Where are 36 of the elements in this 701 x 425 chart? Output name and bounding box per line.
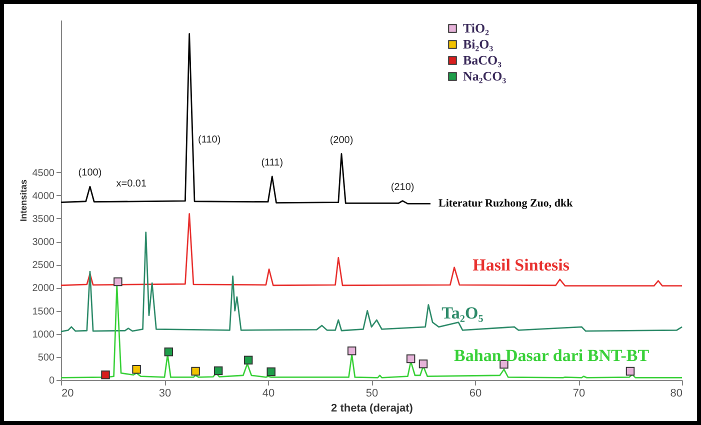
y-tick-label: 1000 [32,329,55,340]
line-series [60,33,432,204]
series-label: Bahan Dasar dari BNT-BT [454,346,650,366]
series-label: Hasil Sintesis [472,256,570,275]
x-tick-label: 70 [572,388,586,400]
y-tick-label: 2500 [32,260,55,272]
annotation: (200) [330,134,354,146]
x-tick-label: 60 [469,388,482,400]
y-axis-title: Intensitas [18,179,28,222]
annotation: (100) [78,168,102,179]
x-tick-label: 50 [366,388,378,400]
legend-label: Bi₂O₃ [463,36,494,52]
x-axis-title: 2 theta (derajat) [331,402,414,414]
y-tick-label: 500 [38,352,55,364]
y-tick-label: 3500 [32,214,55,225]
y-tick-label: 2000 [32,283,55,294]
x-tick-label: 30 [158,388,172,400]
x-tick-label: 80 [670,388,682,400]
y-tick-label: 4500 [32,168,55,179]
y-tick-label: 0 [48,376,55,386]
legend-label: TiO₂ [463,20,490,36]
series-label: Literatur Ruzhong Zuo, dkk [438,198,574,210]
legend-label: Na₂CO₃ [463,68,506,84]
line-series [60,232,683,332]
y-tick-label: 3000 [32,237,55,248]
annotation: (110) [198,134,221,146]
series-label: Ta₂O₅ [442,304,484,323]
annotation: (210) [390,182,414,193]
y-tick-label: 4000 [32,190,55,202]
line-series [60,213,683,287]
annotation: (111) [261,157,284,168]
y-tick-label: 1500 [32,306,55,318]
x-tick-label: 20 [62,388,74,400]
x-tick-label: 40 [262,388,275,400]
legend-label: BaCO₃ [463,52,502,68]
annotation: x=0.01 [116,178,147,190]
